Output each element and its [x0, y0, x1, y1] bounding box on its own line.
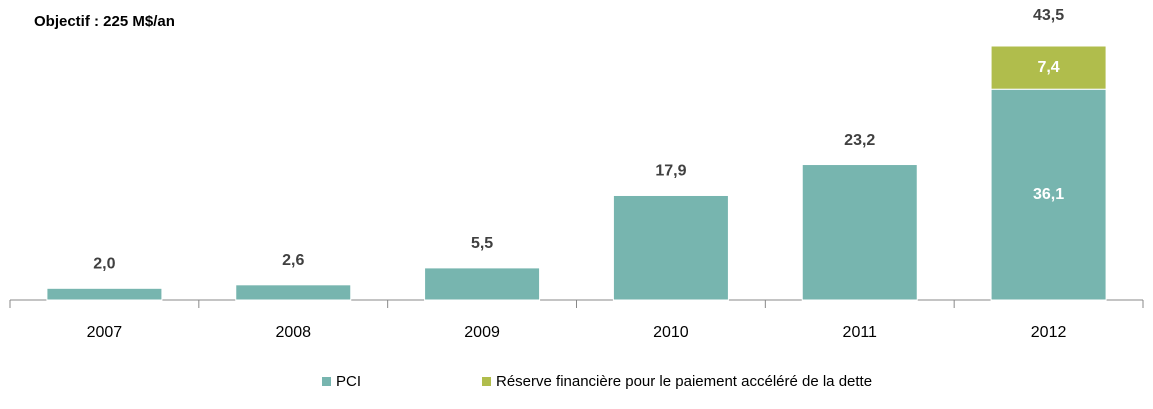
value-label: 36,1 [1033, 186, 1064, 203]
bar-segment [46, 287, 163, 301]
x-tick-label: 2011 [843, 324, 878, 341]
bar-segment [424, 267, 541, 301]
x-tick-label: 2009 [464, 324, 500, 341]
x-tick-label: 2008 [275, 324, 311, 341]
legend-label: PCI [336, 373, 361, 390]
legend-swatch [322, 377, 331, 386]
bar-segment [990, 88, 1107, 301]
legend-label: Réserve financière pour le paiement accé… [496, 373, 872, 390]
x-tick-label: 2007 [87, 324, 123, 341]
chart-title: Objectif : 225 M$/an [34, 13, 175, 30]
x-tick-label: 2012 [1031, 324, 1067, 341]
value-label: 2,0 [93, 256, 115, 273]
bar-segment [990, 45, 1107, 90]
bar-segment [235, 284, 352, 301]
legend-swatch [482, 377, 491, 386]
bar-segment [612, 194, 729, 301]
value-label: 7,4 [1037, 59, 1059, 76]
value-label: 2,6 [282, 252, 304, 269]
bar-segment [801, 164, 918, 301]
value-label: 17,9 [655, 163, 686, 180]
value-label: 5,5 [471, 235, 493, 252]
value-label: 23,2 [844, 132, 875, 149]
x-tick-label: 2010 [653, 324, 689, 341]
total-label: 43,5 [1033, 7, 1064, 24]
